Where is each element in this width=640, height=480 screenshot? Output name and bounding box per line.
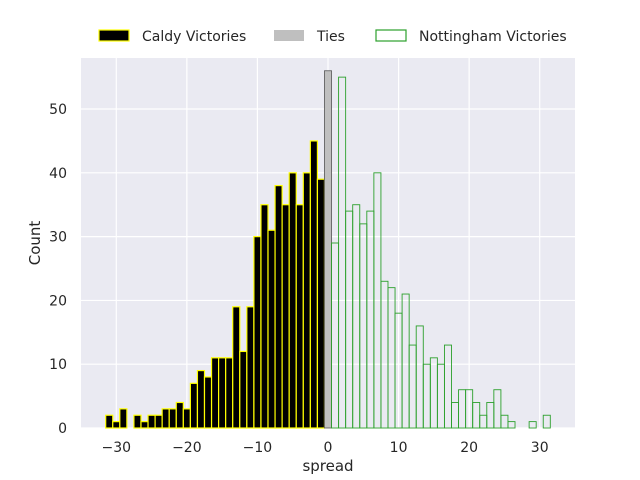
- y-tick-label: 20: [49, 293, 67, 309]
- caldy-victories-bar: [246, 306, 255, 429]
- y-tick-label: 50: [49, 102, 67, 118]
- bars: [105, 70, 551, 429]
- legend-swatch: [274, 30, 304, 41]
- caldy-victories-bar: [154, 414, 163, 429]
- caldy-victories-bar: [147, 414, 156, 429]
- caldy-victories-bar: [253, 236, 262, 429]
- caldy-victories-bar: [295, 204, 304, 429]
- caldy-victories-bar: [182, 408, 191, 429]
- nottingham-victories-bar: [507, 421, 516, 429]
- ties-bar: [324, 70, 332, 429]
- nottingham-victories-bar: [443, 344, 452, 429]
- caldy-victories-bar: [168, 408, 177, 429]
- caldy-victories-bar: [302, 172, 311, 429]
- caldy-victories-bar: [140, 421, 149, 429]
- x-tick-label: −30: [102, 440, 132, 456]
- caldy-victories-bar: [133, 414, 142, 429]
- caldy-victories-bar: [274, 184, 283, 429]
- legend-label: Nottingham Victories: [419, 29, 567, 45]
- caldy-victories-bar: [267, 229, 276, 429]
- x-tick-label: −20: [172, 440, 202, 456]
- caldy-victories-bar: [281, 204, 290, 429]
- y-tick-label: 30: [49, 230, 67, 246]
- caldy-victories-bar: [239, 350, 248, 429]
- caldy-victories-bar: [288, 172, 297, 429]
- x-tick-label: 10: [390, 440, 408, 456]
- legend-caldy-victories: Caldy Victories: [98, 29, 246, 45]
- caldy-victories-bar: [232, 306, 241, 429]
- caldy-victories-bar: [119, 408, 128, 429]
- tick-labels: −30 −20 −10 0 10 20 30 0 10 20 30 40 50: [49, 102, 548, 456]
- nottingham-victories-bar: [542, 414, 551, 429]
- caldy-victories-bar: [210, 357, 220, 429]
- caldy-victories-bar: [316, 178, 326, 429]
- caldy-victories-bar: [260, 204, 269, 429]
- nottingham-victories-bar: [493, 389, 502, 429]
- legend-label: Caldy Victories: [142, 29, 246, 45]
- legend-label: Ties: [316, 29, 345, 45]
- legend-ties: Ties: [274, 29, 345, 45]
- legend-nottingham-victories: Nottingham Victories: [375, 29, 567, 45]
- x-tick-label: 30: [531, 440, 549, 456]
- y-tick-label: 0: [58, 421, 67, 437]
- caldy-victories-bar: [309, 140, 319, 429]
- legend: Caldy Victories Ties Nottingham Victories: [98, 29, 567, 45]
- x-tick-label: −10: [243, 440, 273, 456]
- x-axis-label: spread: [302, 457, 353, 475]
- y-tick-label: 10: [49, 357, 67, 373]
- caldy-victories-bar: [175, 401, 184, 429]
- legend-swatch: [375, 29, 407, 42]
- caldy-victories-bar: [225, 357, 234, 429]
- caldy-victories-bar: [105, 414, 114, 429]
- caldy-victories-bar: [112, 421, 121, 429]
- legend-swatch: [98, 29, 130, 42]
- caldy-victories-bar: [189, 382, 199, 429]
- caldy-victories-bar: [196, 369, 206, 429]
- nottingham-victories-bar: [528, 421, 537, 429]
- y-axis-label: Count: [26, 221, 44, 266]
- x-tick-label: 20: [460, 440, 478, 456]
- caldy-victories-bar: [203, 376, 213, 429]
- x-tick-label: 0: [324, 440, 333, 456]
- caldy-victories-bar: [161, 408, 170, 429]
- caldy-victories-bar: [218, 357, 227, 429]
- y-tick-label: 40: [49, 166, 67, 182]
